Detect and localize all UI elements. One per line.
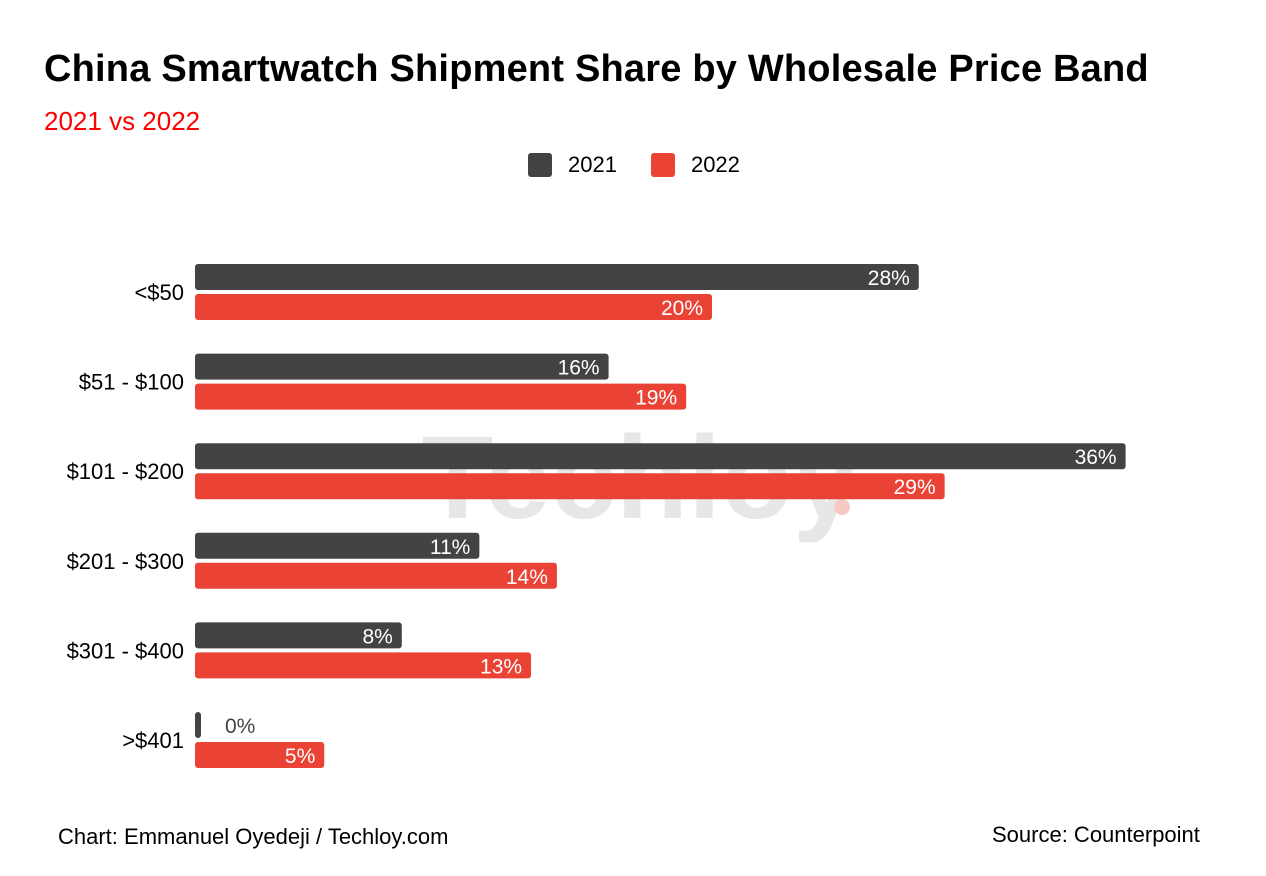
category-label-cat-1: $51 - $100 (79, 370, 184, 395)
category-label-cat-3: $201 - $300 (67, 549, 184, 574)
bar-2022-cat-1 (195, 383, 687, 410)
bar-2022-cat-5 (195, 742, 325, 768)
bars-layer: <$50 28% 20% $51 - $100 16% 19% $101 - $200 36%… (67, 264, 1126, 768)
bar-2021-cat-0 (195, 264, 919, 290)
bar-2021-cat-2 (195, 443, 1126, 470)
bar-2022-cat-4 (195, 652, 532, 679)
category-label-cat-0: <$50 (134, 280, 184, 305)
data-label-2022-cat-2: 29% (894, 476, 936, 499)
data-label-2021-cat-0: 28% (868, 267, 910, 290)
data-label-2021-cat-4: 8% (362, 625, 392, 648)
chart-source: Source: Counterpoint (992, 822, 1200, 847)
chart-subtitle: 2021 vs 2022 (44, 106, 201, 136)
category-label-cat-2: $101 - $200 (67, 459, 184, 484)
legend-swatch-2021 (528, 153, 552, 177)
category-label-cat-4: $301 - $400 (67, 638, 184, 663)
legend-item-2021: 2021 (528, 152, 617, 178)
legend-label-2022: 2022 (690, 152, 740, 177)
watermark-dot (834, 499, 850, 515)
legend-label-2021: 2021 (568, 152, 617, 177)
data-label-2022-cat-0: 20% (661, 297, 703, 320)
bar-2022-cat-0 (195, 294, 712, 320)
data-label-2022-cat-5: 5% (285, 745, 315, 768)
bar-2021-cat-5 (195, 712, 201, 738)
data-label-2021-cat-3: 11% (430, 536, 470, 559)
chart-title: China Smartwatch Shipment Share by Whole… (44, 48, 1149, 90)
category-label-cat-5: >$401 (122, 728, 184, 753)
legend-item-2022: 2022 (650, 152, 740, 178)
data-label-2022-cat-3: 14% (506, 566, 548, 589)
bar-2022-cat-3 (195, 562, 557, 589)
bar-2021-cat-1 (195, 353, 609, 380)
chart-legend: 2021 2022 (528, 152, 740, 178)
chart-credit: Chart: Emmanuel Oyedeji / Techloy.com (58, 824, 449, 849)
bar-2021-cat-3 (195, 532, 480, 559)
data-label-2021-cat-1: 16% (558, 357, 600, 380)
data-label-2022-cat-1: 19% (635, 387, 677, 410)
bar-2021-cat-4 (195, 622, 402, 649)
data-label-2021-cat-2: 36% (1075, 446, 1117, 469)
data-label-2021-cat-5: 0% (225, 715, 255, 738)
legend-swatch-2022 (650, 153, 675, 177)
data-label-2022-cat-4: 13% (480, 655, 522, 678)
bar-2022-cat-2 (195, 473, 945, 500)
